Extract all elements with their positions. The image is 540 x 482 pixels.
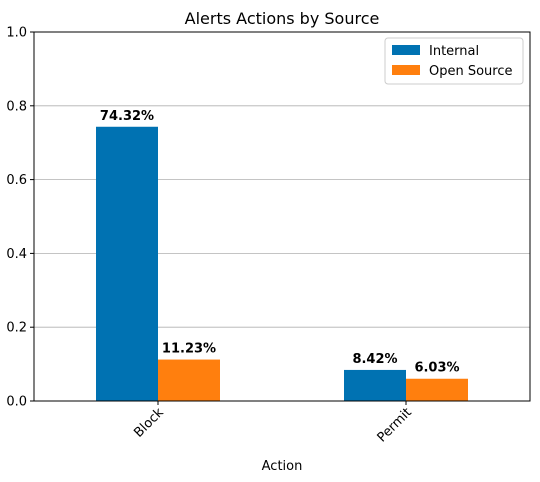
y-tick-label: 1.0 [6,26,27,41]
y-tick-label: 0.6 [6,173,27,188]
y-axis-ticks: 0.0 0.2 0.4 0.6 0.8 1.0 [6,26,34,410]
bar-open-source-permit [406,378,468,401]
bar-internal-block [96,126,158,401]
y-tick-label: 0.8 [6,99,27,114]
data-label: 8.42% [352,352,397,367]
legend-swatch [392,65,420,75]
data-label: 11.23% [162,342,216,357]
legend-label: Open Source [429,64,513,79]
data-labels: 74.32% 11.23% 8.42% 6.03% [100,109,460,376]
legend-label: Internal [429,44,479,59]
bar-open-source-block [158,359,220,401]
chart-title: Alerts Actions by Source [185,9,380,28]
plot-frame [33,31,531,402]
bar-internal-permit [344,369,406,401]
y-tick-label: 0.4 [6,247,27,262]
x-tick-label: Permit [375,405,415,445]
x-tick-label: Block [131,405,167,441]
x-axis-ticks: Block Permit [131,401,415,445]
legend-swatch [392,45,420,55]
legend: Internal Open Source [384,37,524,85]
data-label: 74.32% [100,109,154,124]
y-tick-label: 0.2 [6,321,27,336]
bars [96,126,468,401]
x-axis-label: Action [262,459,303,474]
data-label: 6.03% [414,361,459,376]
y-tick-label: 0.0 [6,395,27,410]
